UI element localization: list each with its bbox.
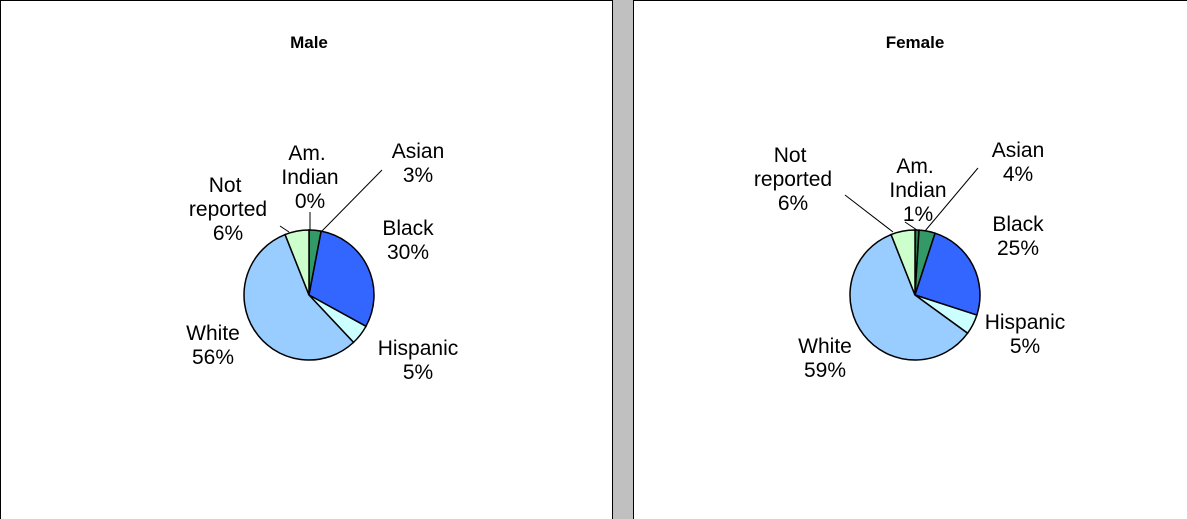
value-label: 6% xyxy=(778,192,808,215)
chart-title: Male xyxy=(290,33,328,52)
label-line: Black xyxy=(382,217,434,240)
label-line: Hispanic xyxy=(378,337,459,360)
label-line: Not xyxy=(209,174,248,197)
value-label: 4% xyxy=(1003,163,1033,186)
slice-label: Black xyxy=(382,217,434,240)
value-label: 5% xyxy=(1010,335,1040,358)
leader-line xyxy=(924,167,979,232)
label-line: Indian xyxy=(889,179,946,202)
leader-line xyxy=(904,221,918,231)
label-line: Asian xyxy=(992,139,1045,162)
label-line: reported xyxy=(189,198,267,221)
value-label: 5% xyxy=(403,361,433,384)
value-label: 30% xyxy=(387,241,429,264)
label-line: Hispanic xyxy=(985,311,1066,334)
slice-label: Am. Indian xyxy=(889,155,946,202)
value-label: 6% xyxy=(213,222,243,245)
label-line: Indian xyxy=(281,166,338,189)
leader-line xyxy=(279,225,290,233)
slice-label: Asian xyxy=(392,140,445,163)
label-line: White xyxy=(186,322,240,345)
label-line: Not xyxy=(774,144,813,167)
slice-label: Black xyxy=(992,213,1044,236)
label-line: Am. xyxy=(288,142,331,165)
chart-title: Female xyxy=(886,33,945,52)
label-line: Black xyxy=(992,213,1044,236)
value-label: 0% xyxy=(295,190,325,213)
slice-label: White xyxy=(186,322,240,345)
slice-label: Hispanic xyxy=(378,337,459,360)
pie-slice xyxy=(890,229,916,296)
pie-slice xyxy=(308,230,375,328)
leader-line xyxy=(321,169,383,232)
label-line: Am. xyxy=(896,155,939,178)
slice-label: Not reported xyxy=(754,144,832,191)
slice-label: Am. Indian xyxy=(281,142,338,189)
slice-label: Not reported xyxy=(189,174,267,221)
slice-label: White xyxy=(798,335,852,358)
value-label: 1% xyxy=(903,203,933,226)
leader-line xyxy=(844,194,894,233)
label-line: Asian xyxy=(392,140,445,163)
value-label: 3% xyxy=(403,164,433,187)
label-line: White xyxy=(798,335,852,358)
value-label: 56% xyxy=(192,346,234,369)
pie-slice xyxy=(284,229,310,296)
pie-slice xyxy=(243,233,355,361)
pie-slice xyxy=(914,232,981,317)
pie-slice xyxy=(849,233,969,361)
slice-label: Hispanic xyxy=(985,311,1066,334)
value-label: 59% xyxy=(804,359,846,382)
label-line: reported xyxy=(754,168,832,191)
slice-label: Asian xyxy=(992,139,1045,162)
value-label: 25% xyxy=(997,237,1039,260)
